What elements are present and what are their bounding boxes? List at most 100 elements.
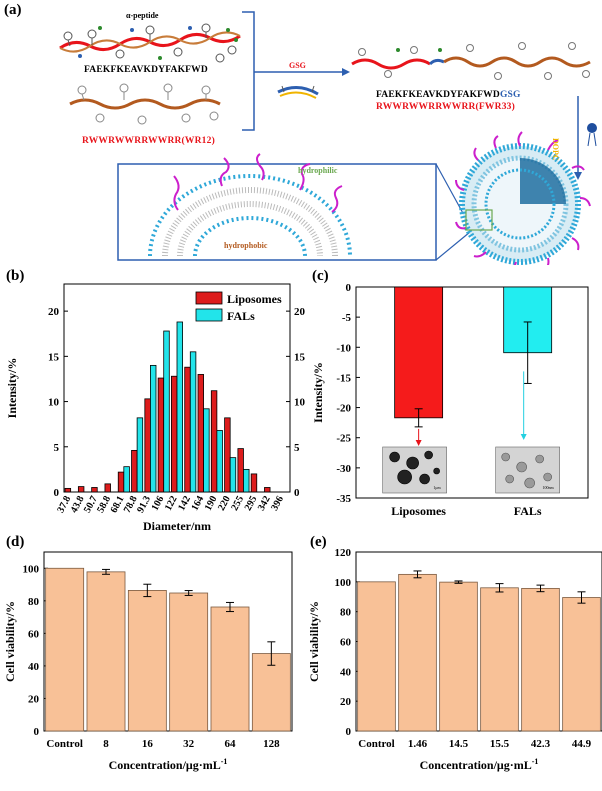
gsg-linker-label: GSG [289, 61, 306, 70]
y-tick-label: 40 [340, 666, 352, 678]
tem-particle [433, 467, 440, 475]
x-tick-label: Control [46, 738, 82, 750]
bar [169, 592, 209, 732]
alpha-peptide-label: α-peptide [126, 11, 159, 20]
x-tick-label: 164 [189, 494, 206, 512]
y-tick-label: -15 [336, 372, 351, 384]
x-tick-label: 8 [103, 738, 109, 750]
x-tick-label: 14.5 [449, 738, 469, 750]
y-axis-label: Cell viability/% [3, 601, 17, 682]
tem-particle [516, 461, 527, 473]
chart-d-cell-viability: 0 20 40 60 80 100 Control 8 16 32 64 128 Cell viabil… [3, 551, 293, 772]
y-tick-label: -25 [336, 433, 351, 445]
chart-e-cell-viability: 0 20 40 60 80 100 120 Control 1.46 14.5 15.5 42.3 44… [307, 547, 602, 772]
y-tick-label: 5 [54, 442, 60, 454]
bar-fals [150, 364, 157, 493]
x-axis-label: Concentration/μg·mL-1 [109, 757, 228, 772]
bar-fals [123, 466, 130, 493]
y-tick-label: 0 [54, 487, 60, 499]
tem-particle [397, 469, 412, 485]
legend-swatch-liposomes [195, 291, 223, 305]
bar-liposomes [210, 390, 218, 493]
x-tick-label: 64 [225, 738, 237, 750]
y-tick-label: 120 [335, 547, 352, 559]
tem-particle [524, 477, 535, 489]
y-tick-label: 80 [340, 607, 352, 619]
x-tick-label: 128 [263, 738, 280, 750]
bar-liposomes [264, 487, 271, 493]
y-tick-label: 80 [28, 596, 40, 608]
bar [562, 597, 601, 732]
bar [127, 590, 167, 732]
bar [210, 606, 250, 732]
x-tick-label: 396 [269, 494, 286, 512]
y-tick-label-right: 15 [294, 351, 306, 363]
arrowhead-fals [520, 434, 527, 440]
y-tick-label: 10 [48, 397, 60, 409]
tem-particle [424, 450, 433, 460]
fused-sequence-linker: GSG [499, 90, 521, 100]
panel-d-letter: (d) [6, 534, 25, 550]
alpha-peptide-helix [59, 23, 241, 63]
bar-liposomes [91, 487, 98, 493]
grouping-bracket [242, 11, 255, 131]
bar-liposomes [64, 487, 72, 493]
y-axis-label: Intensity/% [311, 362, 325, 423]
wr12-helix [69, 83, 221, 125]
x-tick-label: 44.9 [572, 738, 592, 750]
y-tick-label: 100 [335, 577, 352, 589]
legend-swatch-fals [195, 308, 223, 322]
panel-a-schematic [59, 11, 597, 265]
x-tick-label: 32 [183, 738, 195, 750]
bar-liposomes [184, 366, 191, 493]
x-tick-label: 15.5 [490, 738, 510, 750]
chart-c-zeta-potential: 0 -5 -10 -15 -20 -25 -30 -35 Liposomes FALs 1μm 100… [311, 282, 589, 518]
tem-particle [501, 452, 510, 462]
panel-a-letter: (a) [4, 2, 22, 18]
bar-liposomes [237, 448, 244, 493]
fwr33-sequence: RWWRWWRRWWRR(FWR33) [376, 102, 515, 112]
bilayer-zoom-box [117, 163, 437, 261]
tem-particle [505, 474, 514, 484]
wr12-sequence: RWWRWWRRWWRR(WR12) [82, 136, 215, 146]
fused-sequence: FAEKFKEAVKDYFAKFWDGSG [376, 90, 521, 100]
fae-sequence: FAEKFKEAVKDYFAKFWD [84, 65, 208, 75]
tem-scale-label: 100nm [543, 485, 555, 490]
y-tick-label: -35 [336, 493, 351, 505]
x-axis-label: Diameter/nm [143, 519, 211, 533]
x-tick-label: FALs [514, 504, 542, 518]
x-tick-label: 255 [229, 494, 246, 512]
y-tick-label: 20 [340, 696, 352, 708]
fused-sequence-black: FAEKFKEAVKDYFAKFWD [376, 90, 500, 100]
bar [439, 581, 478, 732]
y-tick-label-right: 10 [294, 397, 306, 409]
bar-fals [189, 351, 197, 493]
x-tick-label: 16 [142, 738, 154, 750]
bar-fals [163, 330, 170, 493]
bar-liposomes [394, 286, 444, 419]
y-tick-label: 0 [34, 726, 40, 738]
x-tick-label: 1.46 [408, 738, 428, 750]
y-tick-label: 40 [28, 661, 40, 673]
bar [398, 573, 437, 732]
x-tick-label: 142 [176, 494, 193, 512]
bar-fals [229, 457, 237, 493]
plot-frame [43, 551, 293, 732]
bar-liposomes [104, 483, 111, 493]
bar-liposomes [117, 471, 125, 493]
bar-liposomes [77, 486, 85, 493]
plot-frame [355, 286, 589, 499]
dopc-lipid-icon [587, 123, 597, 147]
bar-fals [136, 417, 144, 493]
hydrophobic-label: hydrophobic [224, 241, 268, 250]
bar-fals [216, 430, 223, 493]
liposome-sphere [455, 131, 591, 265]
bar [86, 571, 126, 732]
y-tick-label: 0 [346, 726, 352, 738]
bar [251, 653, 291, 732]
tem-scale-label: 1μm [433, 485, 441, 490]
y-tick-label: -20 [336, 403, 351, 415]
fused-peptide-helix [351, 42, 591, 80]
y-tick-label-right: 0 [294, 487, 300, 499]
y-tick-label: -30 [336, 463, 351, 475]
